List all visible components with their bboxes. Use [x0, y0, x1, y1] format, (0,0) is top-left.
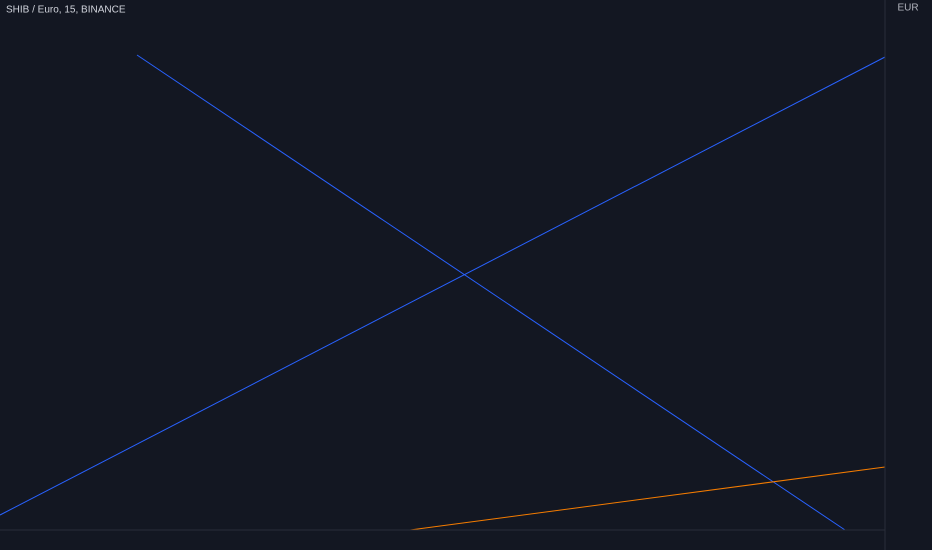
time-axis [0, 530, 885, 550]
chart-title: SHIB / Euro, 15, BINANCE [6, 5, 126, 16]
trend-line [394, 466, 886, 533]
axis-unit: EUR [897, 3, 918, 14]
price-axis [885, 0, 932, 550]
trend-line [136, 54, 849, 533]
trend-line [0, 56, 886, 516]
